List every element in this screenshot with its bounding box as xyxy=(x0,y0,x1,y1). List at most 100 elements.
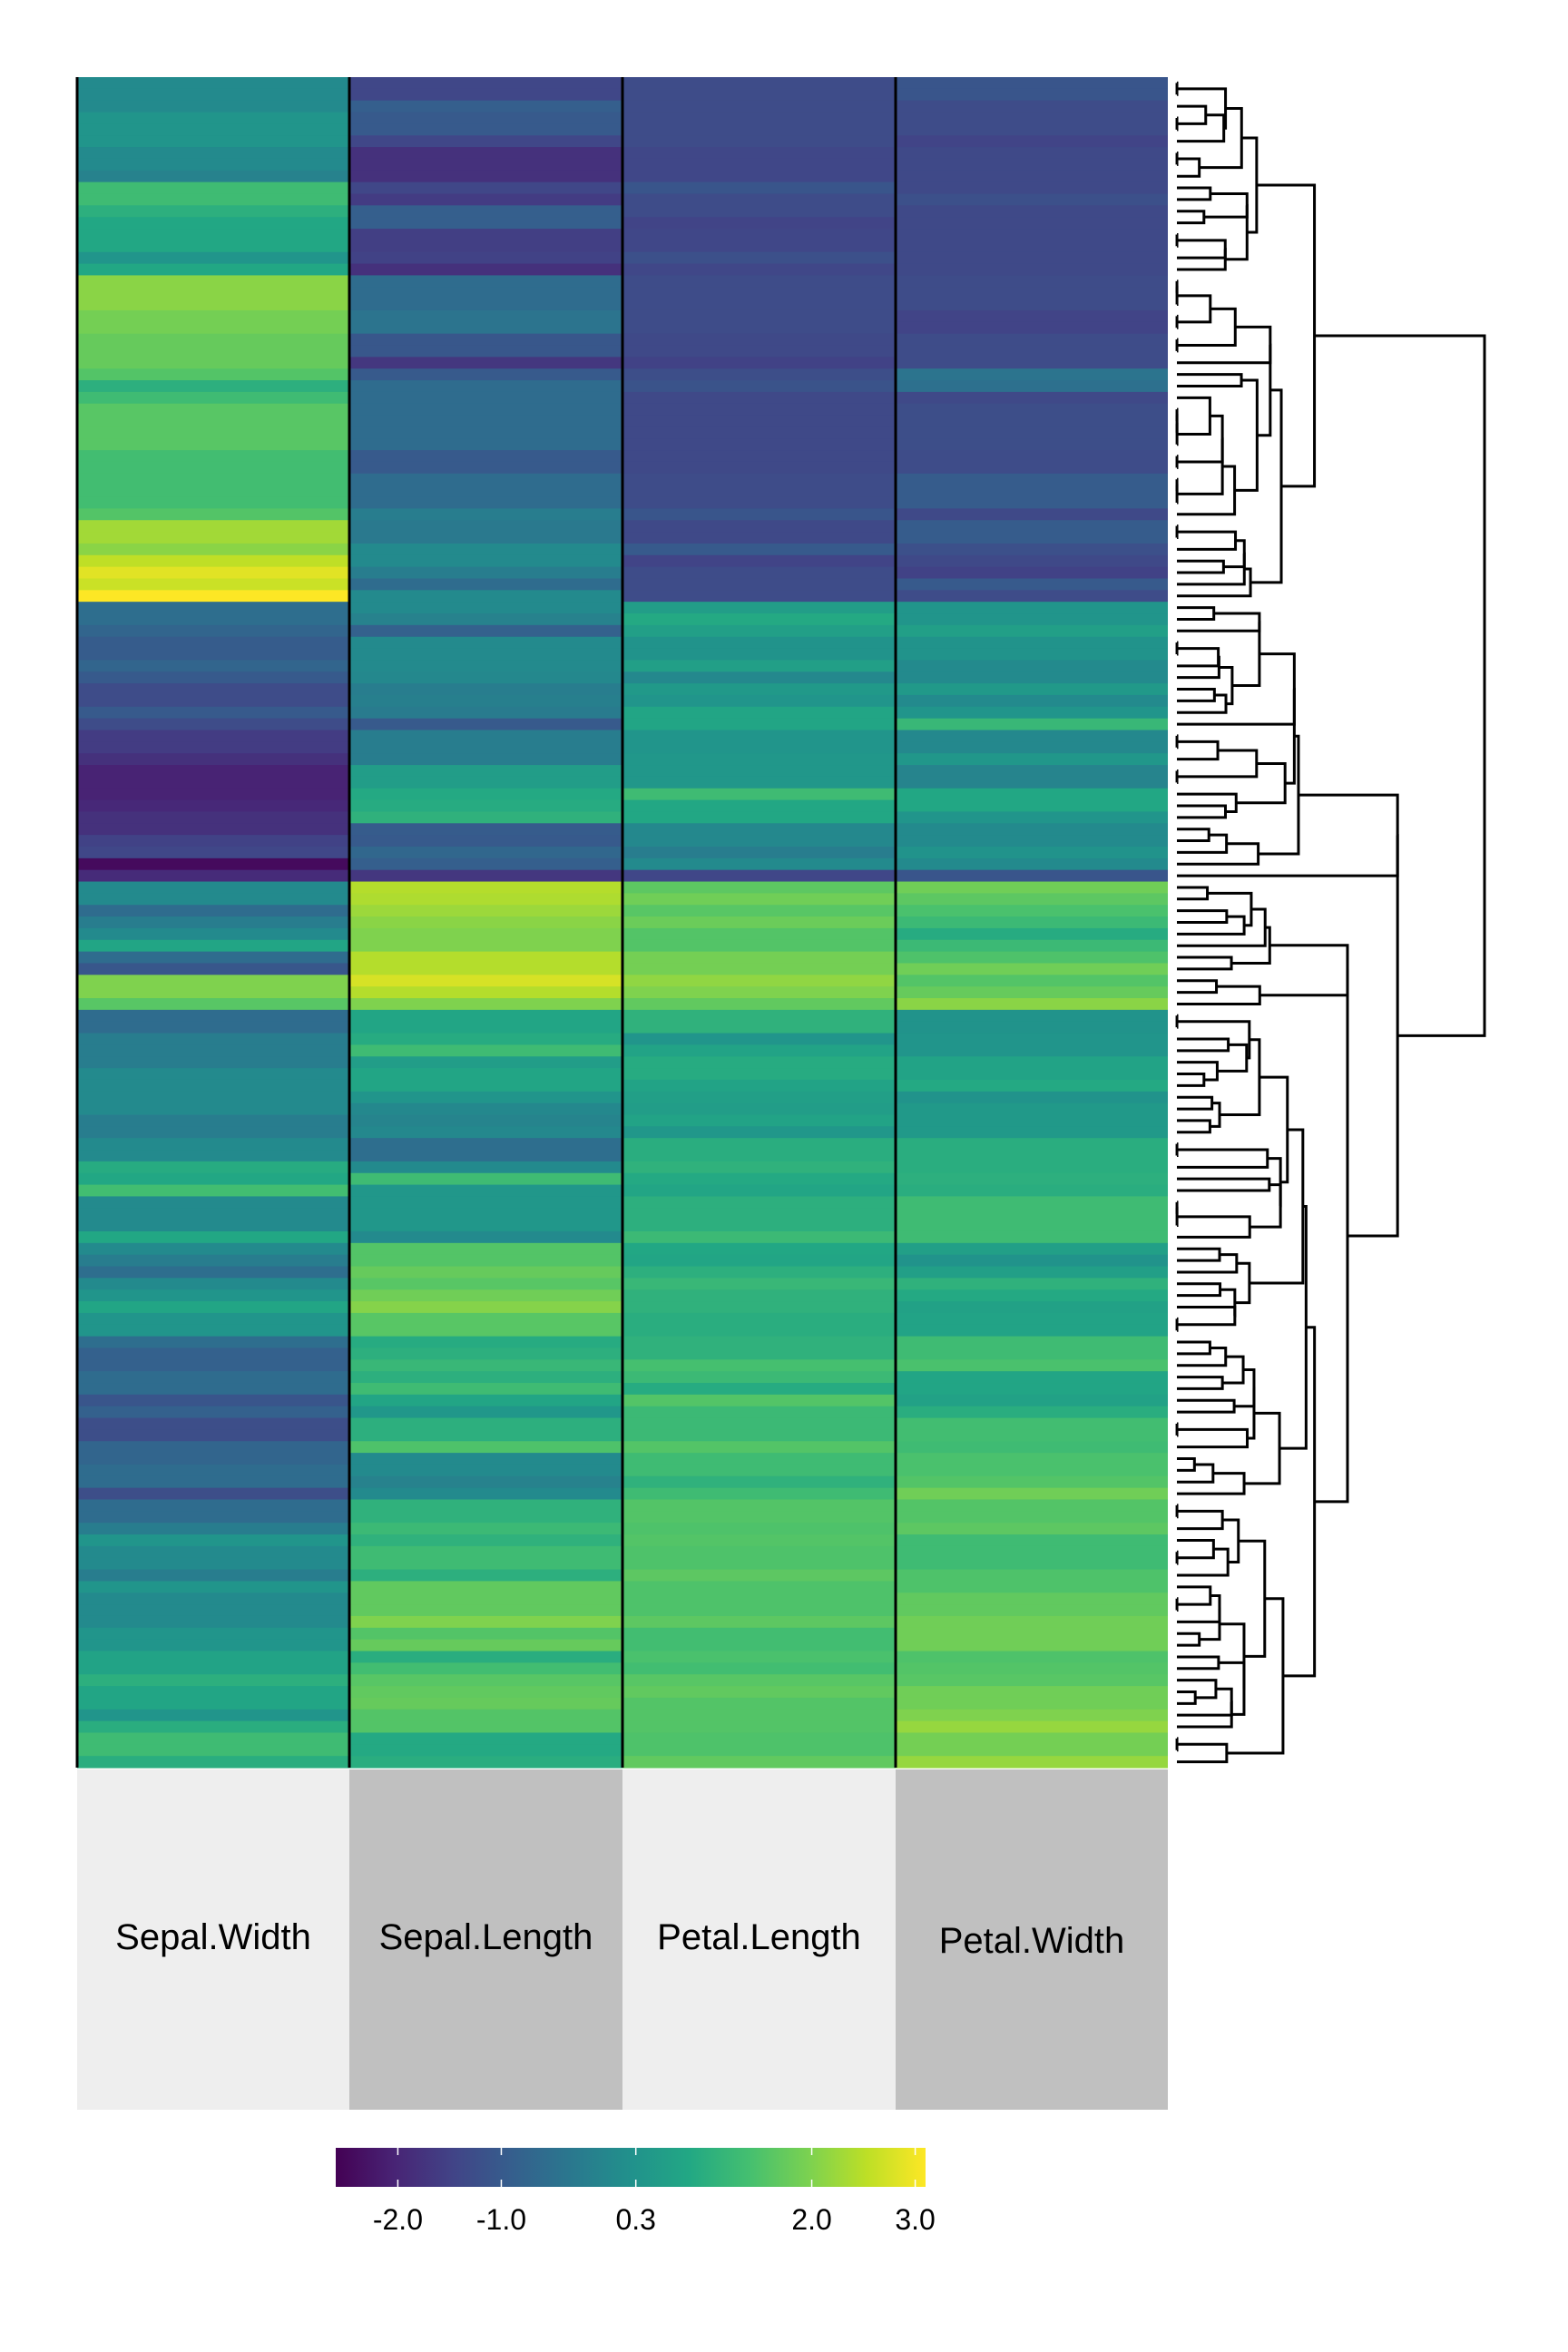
dendrogram-branch xyxy=(1177,1095,1214,1111)
heatmap-cell xyxy=(896,1091,1168,1104)
heatmap-cell xyxy=(896,613,1168,626)
heatmap-cell xyxy=(622,380,896,393)
heatmap-cell xyxy=(77,1091,349,1104)
heatmap-cell xyxy=(77,508,349,521)
heatmap-cell xyxy=(77,671,349,684)
heatmap-cell xyxy=(896,345,1168,358)
heatmap-cell xyxy=(349,986,622,999)
heatmap-cell xyxy=(896,1406,1168,1419)
heatmap-cell xyxy=(896,368,1168,381)
heatmap-cell xyxy=(77,624,349,638)
heatmap-cell xyxy=(349,869,622,883)
heatmap-cell xyxy=(77,1009,349,1023)
heatmap-cell xyxy=(622,858,896,871)
column-label: Sepal.Length xyxy=(379,1917,593,1957)
heatmap-cell xyxy=(77,1196,349,1209)
heatmap-cell xyxy=(349,287,622,299)
heatmap-cell xyxy=(622,1441,896,1454)
dendrogram-branch xyxy=(1257,343,1272,437)
heatmap-cell xyxy=(349,275,622,288)
heatmap-cell xyxy=(349,776,622,789)
heatmap-cell xyxy=(77,357,349,369)
heatmap-cell xyxy=(622,1534,896,1547)
heatmap-cell xyxy=(77,112,349,124)
heatmap-cell xyxy=(896,299,1168,311)
heatmap-cell xyxy=(622,1114,896,1127)
heatmap-cell xyxy=(349,205,622,218)
heatmap-cell xyxy=(896,578,1168,591)
heatmap-cell xyxy=(77,309,349,323)
heatmap-cell xyxy=(77,415,349,428)
heatmap-cell xyxy=(622,1138,896,1151)
heatmap-cell xyxy=(622,1464,896,1477)
heatmap-cell xyxy=(622,461,896,475)
heatmap-cell xyxy=(622,799,896,813)
heatmap-cell xyxy=(77,1021,349,1034)
heatmap-cell xyxy=(77,1056,349,1069)
heatmap-cell xyxy=(77,88,349,102)
heatmap-cell xyxy=(77,1511,349,1524)
heatmap-cell xyxy=(349,927,622,941)
heatmap-cell xyxy=(622,706,896,720)
heatmap-cell xyxy=(77,905,349,917)
heatmap-cell xyxy=(77,1079,349,1093)
dendrogram-branch xyxy=(1177,1247,1221,1262)
heatmap-cell xyxy=(622,788,896,801)
heatmap-cell xyxy=(77,1230,349,1244)
heatmap-cell xyxy=(349,485,622,498)
heatmap-cell xyxy=(77,426,349,439)
heatmap-cell xyxy=(896,147,1168,160)
heatmap-cell xyxy=(349,1138,622,1151)
dendrogram-branch xyxy=(1199,1607,1221,1642)
heatmap-cell xyxy=(349,1697,622,1710)
dendrogram-branch xyxy=(1177,792,1238,813)
heatmap-cell xyxy=(896,415,1168,428)
heatmap-cell xyxy=(622,683,896,696)
heatmap-cell xyxy=(77,1569,349,1583)
heatmap-cell xyxy=(896,788,1168,801)
heatmap-cell xyxy=(77,438,349,451)
heatmap-cell xyxy=(896,1021,1168,1034)
dendrogram-branch xyxy=(1177,886,1210,901)
heatmap-cell xyxy=(349,1744,622,1757)
heatmap-cell xyxy=(77,1662,349,1675)
heatmap-cell xyxy=(77,835,349,848)
heatmap-cell xyxy=(896,181,1168,195)
heatmap-cell xyxy=(896,485,1168,498)
dendrogram-branch xyxy=(1226,1597,1285,1755)
heatmap-cell xyxy=(77,869,349,883)
dendrogram-branch xyxy=(1258,734,1300,856)
heatmap-cell xyxy=(896,205,1168,218)
heatmap-cell xyxy=(77,1068,349,1081)
heatmap-cell xyxy=(349,1651,622,1663)
heatmap-cell xyxy=(622,181,896,195)
heatmap-cell xyxy=(349,1196,622,1209)
heatmap-cell xyxy=(349,1359,622,1372)
heatmap-cell xyxy=(622,1044,896,1057)
heatmap-cell xyxy=(896,1557,1168,1571)
heatmap-cell xyxy=(77,1720,349,1734)
heatmap-cell xyxy=(349,718,622,731)
heatmap-cell xyxy=(622,939,896,953)
dendrogram-branch xyxy=(1282,1326,1317,1678)
heatmap-cell xyxy=(349,624,622,638)
dendrogram-branch xyxy=(1177,1398,1236,1414)
heatmap-cell xyxy=(622,1254,896,1268)
heatmap-cell xyxy=(349,1615,622,1629)
heatmap-cell xyxy=(896,1592,1168,1605)
dendrogram-branch xyxy=(1177,979,1219,995)
heatmap-cell xyxy=(622,345,896,358)
heatmap-cell xyxy=(896,1056,1168,1069)
heatmap-cell xyxy=(896,193,1168,206)
heatmap-cell xyxy=(349,1150,622,1162)
heatmap-cell xyxy=(896,309,1168,323)
heatmap-cell xyxy=(896,112,1168,124)
heatmap-cell xyxy=(896,321,1168,335)
heatmap-cell xyxy=(349,1114,622,1127)
column-dividers xyxy=(75,77,897,1768)
heatmap-cell xyxy=(896,893,1168,906)
heatmap-cell xyxy=(622,426,896,439)
heatmap-cell xyxy=(77,147,349,160)
heatmap-cell xyxy=(622,776,896,789)
heatmap-cell xyxy=(896,229,1168,241)
